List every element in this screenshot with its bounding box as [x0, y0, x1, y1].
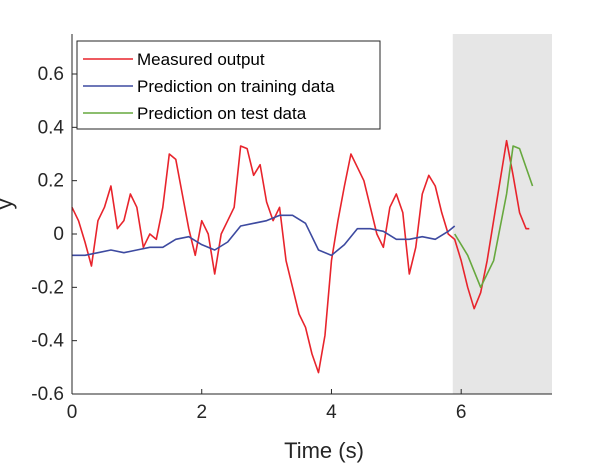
- y-tick-label: 0.6: [38, 64, 64, 85]
- legend-entry-label: Prediction on training data: [137, 77, 335, 96]
- x-tick-label: 0: [67, 402, 78, 423]
- x-tick-label: 4: [326, 402, 337, 423]
- series-line-measured-output: [71, 139, 530, 374]
- series-layer: [71, 139, 534, 374]
- y-tick-label: -0.2: [31, 277, 64, 298]
- series-line-prediction-on-test-data: [454, 145, 534, 289]
- y-tick-label: 0: [53, 224, 64, 245]
- series-line-prediction-on-training-data: [72, 214, 456, 257]
- axes: [71, 34, 552, 395]
- y-tick-label: -0.4: [31, 331, 64, 352]
- x-axis-label: Time (s): [284, 438, 364, 463]
- legend-entry-label: Measured output: [137, 50, 265, 69]
- x-tick-label: 6: [456, 402, 467, 423]
- x-tick-label: 2: [196, 402, 207, 423]
- y-axis-label: y: [0, 199, 17, 210]
- legend-box: [76, 40, 381, 130]
- y-tick-label: 0.4: [38, 117, 65, 138]
- legend-entry-label: Prediction on test data: [137, 104, 307, 123]
- y-tick-label: -0.6: [31, 384, 64, 405]
- y-tick-label: 0.2: [38, 171, 64, 192]
- legend: Measured output Prediction on training da…: [76, 40, 381, 130]
- tick-labels: 0 2 4 6 -0.6 -0.4 -0.2 0 0.2 0.4 0.6: [31, 64, 466, 423]
